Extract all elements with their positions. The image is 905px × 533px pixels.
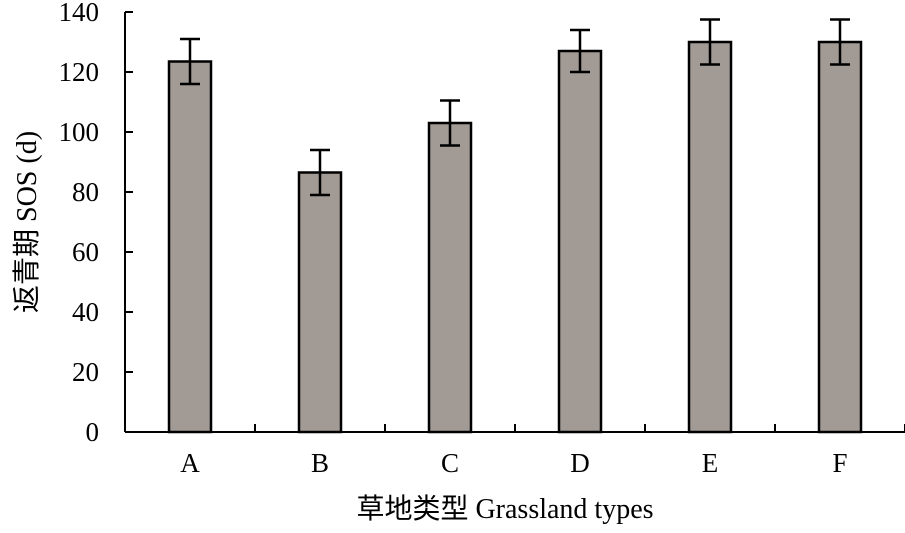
x-tick-label: D — [570, 448, 590, 478]
bar-D — [557, 49, 603, 434]
bar-B — [297, 171, 343, 434]
y-axis-title: 返青期 SOS (d) — [11, 131, 43, 313]
x-tick-label: B — [311, 448, 329, 478]
bar-C — [427, 121, 473, 434]
bar-F — [817, 40, 863, 434]
y-ticks-group: 0 20 40 60 80 100 120 140 — [59, 0, 133, 447]
bar-A — [167, 60, 213, 434]
bars-group — [167, 40, 863, 434]
y-tick-label: 120 — [59, 57, 100, 87]
x-tick-label: C — [441, 448, 459, 478]
y-tick-label: 60 — [72, 237, 99, 267]
x-axis-title: 草地类型 Grassland types — [356, 493, 653, 525]
error-bar-A — [180, 37, 200, 86]
y-tick-label: 80 — [72, 177, 99, 207]
error-bar-E — [700, 18, 720, 66]
y-tick-label: 40 — [72, 297, 99, 327]
y-tick-label: 0 — [86, 417, 100, 447]
bar-E — [687, 40, 733, 434]
error-bars-group — [180, 18, 850, 197]
error-bar-F — [830, 18, 850, 66]
y-tick-label: 100 — [59, 117, 100, 147]
x-tick-label: E — [702, 448, 719, 478]
y-tick-label: 140 — [59, 0, 100, 27]
x-tick-label: F — [832, 448, 847, 478]
error-bar-B — [310, 148, 330, 197]
x-ticks-group: A B C D E F — [180, 424, 905, 478]
x-tick-label: A — [180, 448, 200, 478]
error-bar-C — [440, 99, 460, 147]
y-tick-label: 20 — [72, 357, 99, 387]
error-bar-D — [570, 28, 590, 74]
